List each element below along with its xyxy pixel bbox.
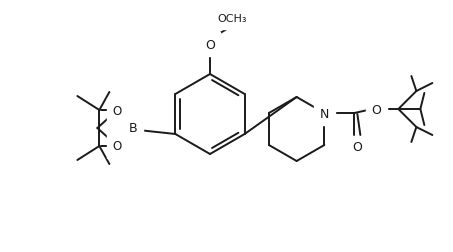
Text: N: N bbox=[320, 107, 329, 120]
Text: B: B bbox=[129, 122, 138, 135]
Text: O: O bbox=[205, 38, 215, 51]
Text: O: O bbox=[352, 140, 362, 153]
Text: O: O bbox=[371, 103, 381, 116]
Text: O: O bbox=[113, 140, 122, 153]
Text: O: O bbox=[113, 104, 122, 117]
Text: OCH₃: OCH₃ bbox=[217, 14, 247, 24]
